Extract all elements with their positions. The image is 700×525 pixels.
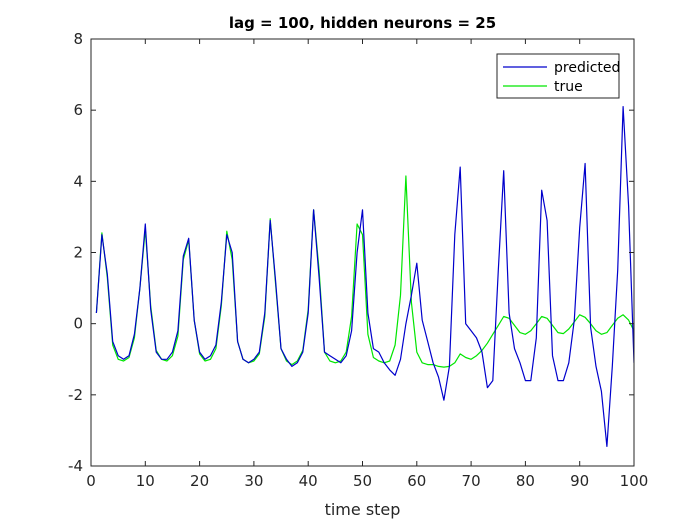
legend: predicted true: [496, 53, 620, 99]
x-tick-label: 90: [570, 472, 589, 490]
legend-label-predicted: predicted: [554, 60, 620, 76]
y-tick-label: 4: [73, 172, 83, 190]
series-line-true: [95, 175, 634, 368]
x-tick-label: 40: [299, 472, 318, 490]
x-tick-label: 80: [516, 472, 535, 490]
x-tick-label: 70: [462, 472, 481, 490]
x-tick-label: 60: [407, 472, 426, 490]
chart-title: lag = 100, hidden neurons = 25: [229, 14, 496, 32]
x-axis-label: time step: [325, 500, 401, 519]
y-tick-label: 0: [73, 315, 83, 333]
x-tick-label: 50: [353, 472, 372, 490]
x-axis: 0 10 20 30 40 50 60 70 80 90 100: [86, 39, 648, 490]
x-tick-label: 10: [136, 472, 155, 490]
y-tick-label: -4: [68, 457, 83, 475]
series-line-predicted: [95, 105, 634, 447]
y-tick-label: -2: [68, 386, 83, 404]
y-tick-label: 2: [73, 244, 83, 262]
y-axis: -4 -2 0 2 4 6 8: [68, 30, 634, 475]
x-tick-label: 20: [190, 472, 209, 490]
legend-label-true: true: [554, 79, 583, 95]
plot-area: [91, 39, 634, 466]
y-tick-label: 8: [73, 30, 83, 48]
x-tick-label: 0: [86, 472, 96, 490]
y-tick-label: 6: [73, 101, 83, 119]
x-tick-label: 30: [244, 472, 263, 490]
x-tick-label: 100: [620, 472, 649, 490]
legend-box: [496, 53, 620, 99]
series-layer: [95, 105, 634, 447]
